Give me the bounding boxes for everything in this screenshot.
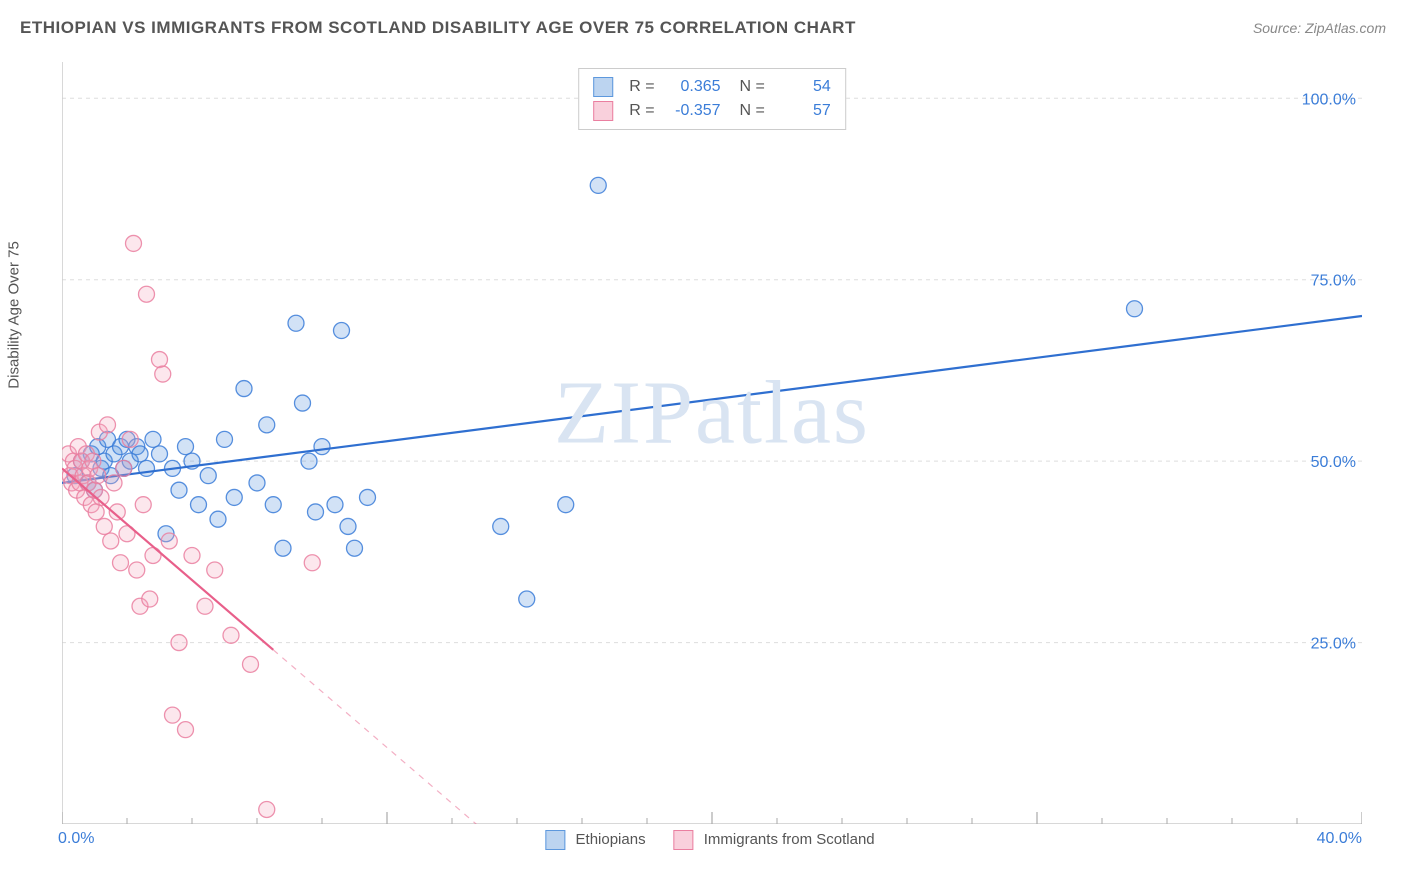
r-value: -0.357 (665, 99, 721, 123)
legend-label: Immigrants from Scotland (704, 831, 875, 848)
x-tick-label: 0.0% (58, 830, 94, 848)
series-legend: Ethiopians Immigrants from Scotland (545, 830, 874, 850)
chart-source: Source: ZipAtlas.com (1253, 20, 1386, 36)
svg-text:100.0%: 100.0% (1302, 91, 1356, 108)
legend-swatch-icon (545, 830, 565, 850)
scatter-plot: ZIPatlas 25.0%50.0%75.0%100.0% R =0.365 … (62, 62, 1362, 824)
legend-item: Ethiopians (545, 830, 645, 850)
legend-swatch-blue (593, 77, 613, 97)
legend-label: Ethiopians (576, 831, 646, 848)
legend-swatch-icon (674, 830, 694, 850)
legend-item: Immigrants from Scotland (674, 830, 875, 850)
legend-row: R =-0.357 N =57 (593, 99, 831, 123)
n-value: 54 (775, 75, 831, 99)
svg-text:25.0%: 25.0% (1311, 636, 1356, 653)
plot-svg: 25.0% 50.0% 75.0% 100.0% (62, 62, 1362, 824)
legend-swatch-pink (593, 101, 613, 121)
r-value: 0.365 (665, 75, 721, 99)
correlation-legend: R =0.365 N =54 R =-0.357 N =57 (578, 68, 846, 130)
x-tick-label: 40.0% (1317, 830, 1362, 848)
legend-row: R =0.365 N =54 (593, 75, 831, 99)
chart-area: Disability Age Over 75 ZIPatlas 25.0%50.… (34, 54, 1386, 854)
chart-title: ETHIOPIAN VS IMMIGRANTS FROM SCOTLAND DI… (20, 18, 856, 38)
y-axis-label: Disability Age Over 75 (6, 241, 23, 389)
chart-header: ETHIOPIAN VS IMMIGRANTS FROM SCOTLAND DI… (0, 0, 1406, 46)
svg-text:75.0%: 75.0% (1311, 273, 1356, 290)
svg-text:50.0%: 50.0% (1311, 454, 1356, 471)
n-value: 57 (775, 99, 831, 123)
